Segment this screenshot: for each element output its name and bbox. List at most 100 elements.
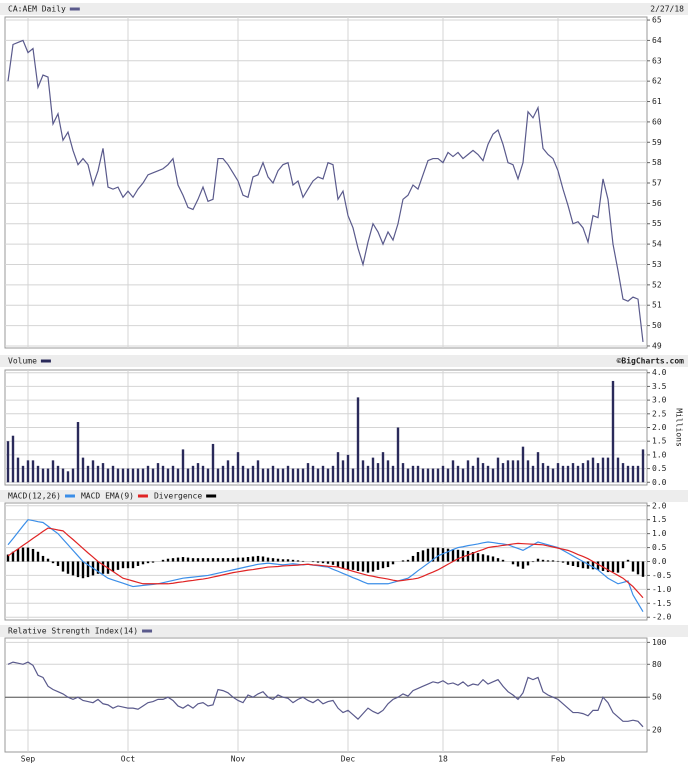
volume-bar (321, 465, 325, 483)
divergence-bar (446, 548, 450, 562)
divergence-bar (391, 561, 395, 565)
divergence-bar (61, 561, 65, 572)
y-tick-label: 50 (652, 321, 662, 330)
volume-bar (436, 468, 440, 483)
y-tick-label: 1.5 (652, 437, 667, 446)
volume-bar (266, 468, 270, 483)
volume-bar (406, 468, 410, 483)
divergence-bar (16, 548, 20, 562)
volume-bar (596, 463, 600, 483)
volume-bar (346, 454, 350, 483)
divergence-bar (161, 559, 165, 562)
divergence-bar (111, 561, 115, 572)
volume-bar (256, 460, 260, 483)
divergence-bar (386, 561, 390, 568)
y-tick-label: 59 (652, 138, 662, 147)
volume-bar (46, 468, 50, 483)
volume-bar (386, 460, 390, 483)
y-tick-label: 51 (652, 301, 662, 310)
y-tick-label: 1.0 (652, 450, 667, 459)
volume-bar (151, 468, 155, 483)
panel-title: Relative Strength Index(14) (8, 627, 138, 636)
plot-frame (4, 16, 648, 349)
volume-bar (236, 452, 240, 483)
volume-bar (516, 460, 520, 483)
volume-bar (491, 468, 495, 483)
divergence-bar (586, 561, 590, 569)
volume-bar (306, 463, 310, 483)
volume-bar (261, 468, 265, 483)
divergence-bar (561, 561, 565, 563)
divergence-bar (526, 561, 530, 566)
volume-bar (441, 465, 445, 483)
price-line (7, 661, 644, 728)
volume-bar (526, 460, 530, 483)
volume-bar (631, 465, 635, 483)
divergence-bar (276, 558, 280, 562)
divergence-bar (241, 557, 245, 562)
panel-date: 2/27/18 (650, 5, 684, 14)
volume-bar (21, 465, 25, 483)
volume-bar (51, 460, 55, 483)
y-tick-label: 4.0 (652, 368, 667, 377)
x-tick-label: Sep (21, 755, 36, 764)
volume-bar (531, 465, 535, 483)
volume-bar (571, 463, 575, 483)
y-axis-label: Millions (675, 408, 684, 447)
legend-label: MACD EMA(9) (81, 492, 134, 501)
divergence-bar (256, 555, 260, 562)
volume-bar (36, 465, 40, 483)
divergence-bar (421, 550, 425, 562)
volume-bar (76, 422, 80, 483)
volume-bar (451, 460, 455, 483)
divergence-bar (21, 547, 25, 562)
divergence-bar (131, 561, 135, 569)
divergence-bar (26, 547, 30, 562)
volume-bar (411, 465, 415, 483)
divergence-bar (321, 561, 325, 564)
divergence-bar (511, 561, 515, 565)
divergence-bar (221, 558, 225, 562)
divergence-bar (381, 561, 385, 569)
x-tick-label: 18 (438, 755, 448, 764)
y-tick-label: 2.0 (652, 501, 667, 510)
y-tick-label: 52 (652, 280, 662, 289)
volume-bar (626, 465, 630, 483)
volume-bar (401, 463, 405, 483)
volume-bar (351, 468, 355, 483)
y-tick-label: 61 (652, 97, 662, 106)
volume-bar (191, 465, 195, 483)
volume-bar (216, 468, 220, 483)
divergence-bar (166, 558, 170, 562)
divergence-bar (186, 557, 190, 562)
divergence-bar (636, 561, 640, 575)
volume-bar (166, 468, 170, 483)
divergence-bar (571, 561, 575, 566)
divergence-bar (191, 558, 195, 562)
volume-bar (421, 468, 425, 483)
volume-bar (561, 465, 565, 483)
y-tick-label: -0.5 (652, 571, 671, 580)
divergence-bar (336, 561, 340, 568)
volume-bar (181, 449, 185, 483)
volume-bar (311, 465, 315, 483)
y-tick-label: 1.5 (652, 515, 667, 524)
divergence-bar (101, 561, 105, 574)
volume-bar (416, 465, 420, 483)
divergence-bar (236, 557, 240, 562)
divergence-bar (551, 560, 555, 562)
panel-header (0, 355, 688, 367)
divergence-bar (286, 559, 290, 562)
volume-bar (636, 465, 640, 483)
divergence-bar (151, 561, 155, 563)
volume-bar (501, 463, 505, 483)
volume-bar (66, 471, 70, 483)
divergence-bar (271, 558, 275, 562)
panel-header (0, 490, 688, 502)
y-tick-label: -1.0 (652, 585, 671, 594)
y-tick-label: 65 (652, 16, 662, 25)
divergence-bar (81, 561, 85, 579)
divergence-bar (51, 561, 55, 564)
divergence-bar (211, 558, 215, 562)
divergence-bar (251, 556, 255, 562)
